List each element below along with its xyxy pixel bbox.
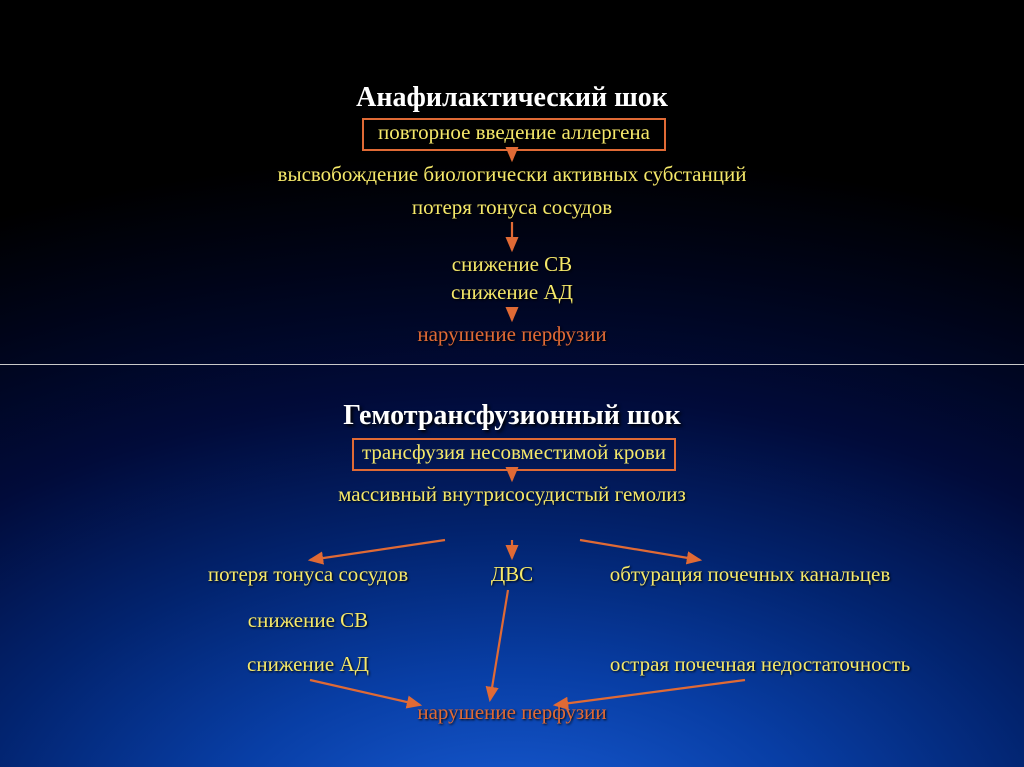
section2-box: трансфузия несовместимой крови bbox=[352, 438, 676, 471]
section1-box: повторное введение аллергена bbox=[362, 118, 666, 151]
arrow-b_right bbox=[580, 540, 700, 560]
section1-l1: высвобождение биологически активных субс… bbox=[0, 162, 1024, 187]
section2-right1: обтурация почечных канальцев bbox=[560, 562, 940, 587]
section2-left1: потеря тонуса сосудов bbox=[118, 562, 498, 587]
section1-title: Анафилактический шок bbox=[0, 82, 1024, 114]
divider bbox=[0, 364, 1024, 365]
section2-title: Гемотрансфузионный шок bbox=[0, 400, 1024, 432]
section2-right2: острая почечная недостаточность bbox=[560, 652, 960, 677]
section2-mid: ДВС bbox=[462, 562, 562, 587]
section1-box-text: повторное введение аллергена bbox=[378, 120, 650, 144]
section2-bottom: нарушение перфузии bbox=[0, 700, 1024, 725]
section2-box-text: трансфузия несовместимой крови bbox=[362, 440, 666, 464]
section2-left2: снижение СВ bbox=[118, 608, 498, 633]
arrow-b_dvs_down bbox=[490, 590, 508, 700]
section1-l3: снижение СВ bbox=[0, 252, 1024, 277]
arrow-b_left bbox=[310, 540, 445, 560]
section1-l2: потеря тонуса сосудов bbox=[0, 195, 1024, 220]
section1-l5: нарушение перфузии bbox=[0, 322, 1024, 347]
section2-left3: снижение АД bbox=[118, 652, 498, 677]
section2-l1: массивный внутрисосудистый гемолиз bbox=[0, 482, 1024, 507]
section1-l4: снижение АД bbox=[0, 280, 1024, 305]
slide: Анафилактический шок повторное введение … bbox=[0, 0, 1024, 767]
